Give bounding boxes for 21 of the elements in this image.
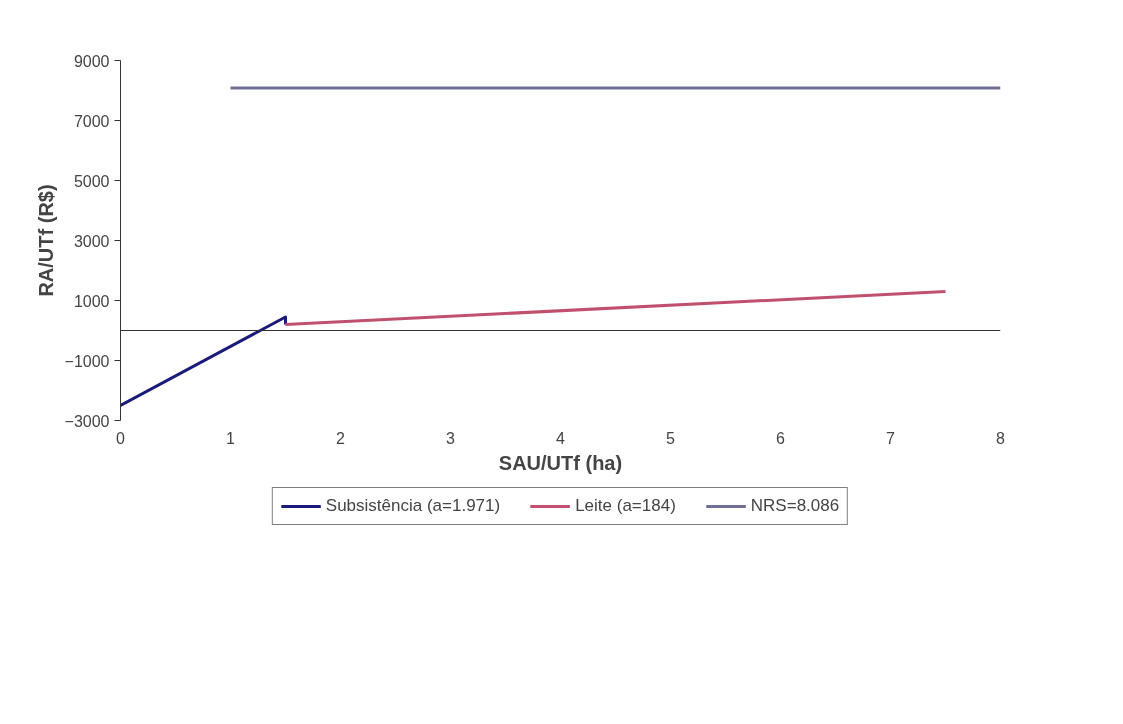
- x-tick-label: 7: [886, 429, 896, 447]
- legend-label: NRS=8.086: [750, 496, 840, 516]
- y-axis-title: RA/UTf (R$): [34, 184, 57, 297]
- y-tick-label: 7000: [73, 112, 110, 130]
- x-tick-label: 4: [556, 429, 566, 447]
- x-tick-label: 5: [666, 429, 676, 447]
- legend-label: Leite (a=184): [575, 496, 676, 516]
- x-tick-label: 3: [446, 429, 456, 447]
- legend-label: Subsistência (a=1.971): [325, 496, 501, 516]
- x-axis-title: SAU/UTf (ha): [498, 451, 623, 474]
- y-tick-label: −1000: [64, 352, 110, 370]
- y-tick-label: 3000: [73, 232, 110, 250]
- x-tick-label: 8: [996, 429, 1006, 447]
- x-tick-label: 1: [226, 429, 236, 447]
- y-tick-label: 5000: [73, 172, 110, 190]
- y-tick-label: −3000: [64, 412, 110, 430]
- x-tick-label: 0: [116, 429, 126, 447]
- x-tick-label: 2: [336, 429, 346, 447]
- y-tick-label: 9000: [73, 52, 110, 70]
- y-tick-label: 1000: [73, 292, 110, 310]
- x-tick-label: 6: [776, 429, 786, 447]
